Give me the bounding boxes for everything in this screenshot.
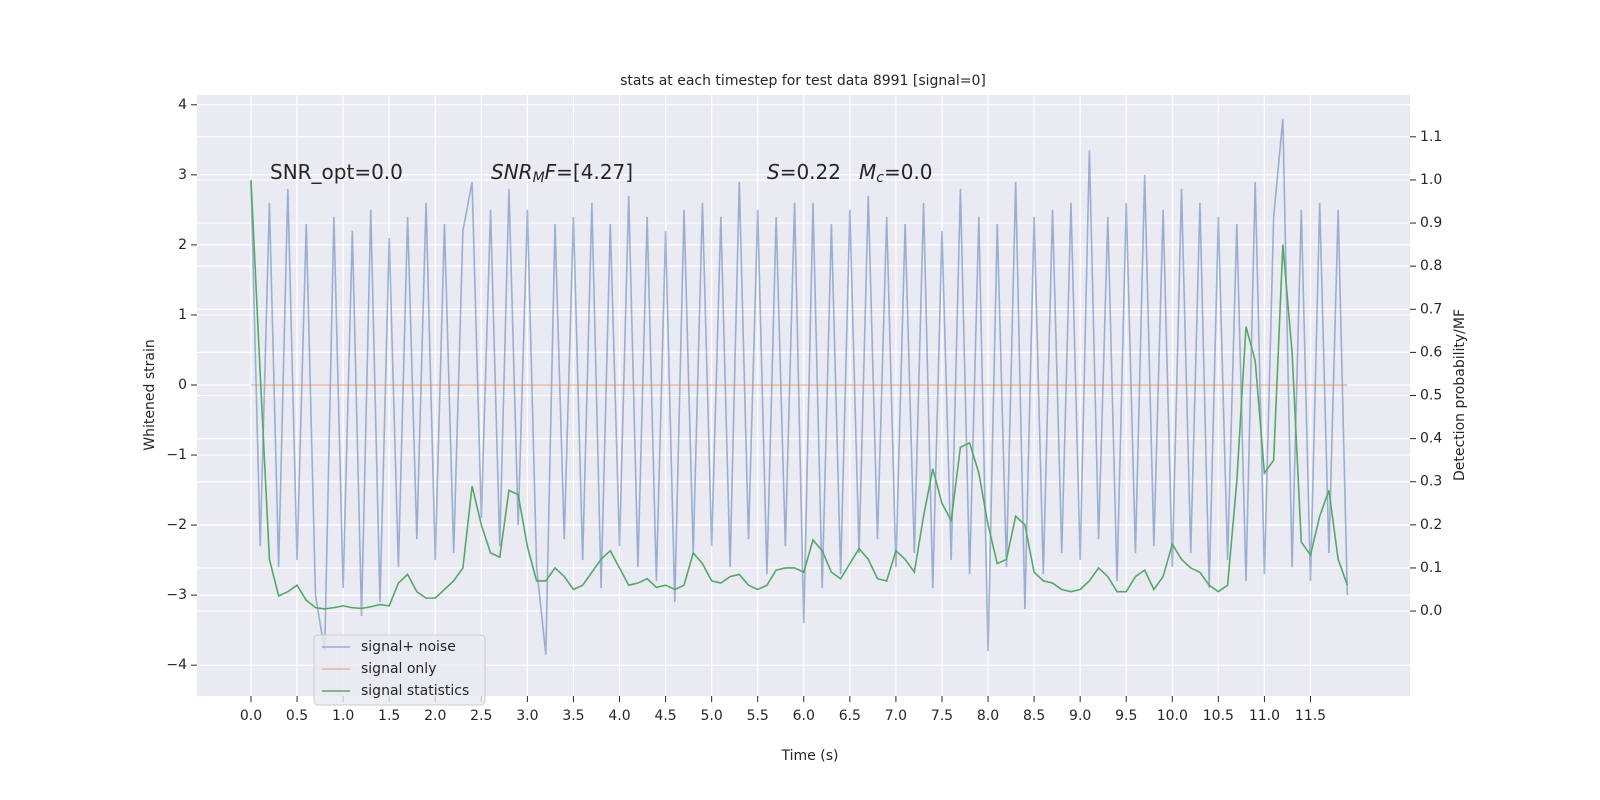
x-tick-label: 8.0 [977,708,999,724]
x-tick-label: 0.5 [286,708,308,724]
x-tick-label: 8.5 [1023,708,1045,724]
y2-tick-label: 0.4 [1420,431,1442,447]
legend-label: signal only [361,661,436,677]
annotation-part: SNR [491,160,533,184]
x-tick-label: 2.0 [424,708,446,724]
y2-tick-label: 0.0 [1420,603,1442,619]
annotation-part: SNR_opt=0.0 [270,160,403,184]
annotation: Mc=0.0 [859,160,933,187]
y-axis-label: Whitened strain [142,339,158,450]
y2-tick-label: 0.2 [1420,517,1442,533]
legend-label: signal statistics [361,683,469,699]
annotation-part: M [533,170,545,186]
annotation: SNR_opt=0.0 [270,160,403,184]
y2-tick-label: 0.5 [1420,388,1442,404]
annotation-part: =0.0 [884,160,933,184]
y2-axis-label: Detection probability/MF [1452,309,1468,481]
series-line [250,179,1349,610]
annotation-part: c [876,170,884,186]
x-tick-label: 0.0 [240,708,262,724]
x-tick-label: 7.5 [931,708,953,724]
x-tick-label: 9.5 [1115,708,1137,724]
y-tick-label: −4 [166,657,187,673]
annotation: S=0.22 [767,160,841,184]
annotation-part: =0.22 [780,160,841,184]
x-tick-label: 3.0 [516,708,538,724]
annotation-part: M [859,160,876,184]
x-tick-label: 11.5 [1295,708,1326,724]
y-tick-label: 0 [178,377,187,393]
legend-label: signal+ noise [361,639,456,655]
y-tick-label: 4 [178,97,187,113]
x-tick-label: 5.0 [701,708,723,724]
y-tick-label: −2 [166,517,187,533]
y2-tick-label: 0.7 [1420,301,1442,317]
x-tick-label: 4.0 [608,708,630,724]
y2-tick-label: 1.1 [1420,129,1442,145]
y2-tick-label: 0.8 [1420,258,1442,274]
y-tick-label: −1 [166,447,187,463]
annotation-part: S [767,160,780,184]
annotation-part: F [545,160,557,184]
y2-tick-label: 0.9 [1420,215,1442,231]
x-tick-label: 11.0 [1249,708,1280,724]
x-tick-label: 1.5 [378,708,400,724]
x-tick-label: 1.0 [332,708,354,724]
y-tick-label: 1 [178,307,187,323]
y-tick-label: 2 [178,237,187,253]
x-tick-label: 10.5 [1203,708,1234,724]
x-tick-label: 6.5 [839,708,861,724]
x-tick-label: 10.0 [1157,708,1188,724]
annotation-part: =[4.27] [556,160,633,184]
x-axis-label: Time (s) [781,748,839,764]
y-tick-label: 3 [178,167,187,183]
y2-tick-label: 0.6 [1420,344,1442,360]
y2-tick-label: 0.3 [1420,474,1442,490]
y2-tick-label: 0.1 [1420,560,1442,576]
series-line [250,118,1349,655]
legend-box [313,634,486,706]
x-tick-label: 4.5 [654,708,676,724]
x-tick-label: 9.0 [1069,708,1091,724]
y2-tick-label: 1.0 [1420,172,1442,188]
annotation: SNRMF=[4.27] [491,160,633,187]
x-tick-label: 7.0 [885,708,907,724]
chart-title: stats at each timestep for test data 899… [620,73,986,89]
x-tick-label: 2.5 [470,708,492,724]
x-tick-label: 5.5 [747,708,769,724]
x-tick-label: 3.5 [562,708,584,724]
y-tick-label: −3 [166,587,187,603]
x-tick-label: 6.0 [793,708,815,724]
